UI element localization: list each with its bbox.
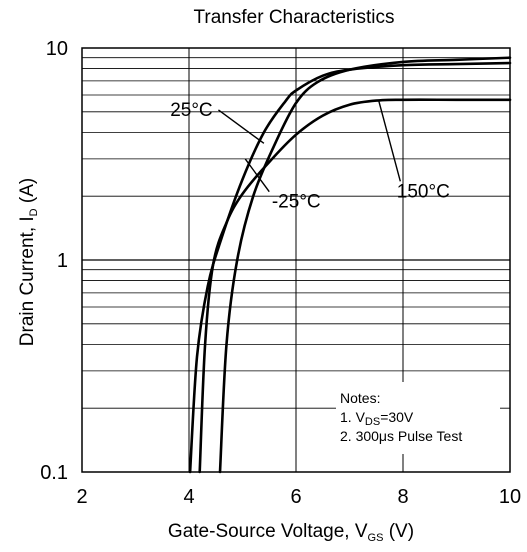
notes-line-1-prefix: 1. V xyxy=(340,409,366,425)
x-tick-labels: 2 4 6 8 10 xyxy=(76,486,521,508)
y-axis-label-unit: (A) xyxy=(17,178,38,209)
x-tick-label: 8 xyxy=(397,486,408,508)
notes-line-1: 1. VDS=30V xyxy=(340,409,414,428)
grid xyxy=(82,48,510,472)
series-lines xyxy=(188,56,512,474)
x-tick-label: 4 xyxy=(183,486,194,508)
x-axis-label-unit: (V) xyxy=(383,521,414,542)
x-tick-label: 6 xyxy=(290,486,301,508)
x-tick-label: 10 xyxy=(499,486,521,508)
annotation-label-150c: 150°C xyxy=(397,181,450,202)
y-tick-labels: 0.1 1 10 xyxy=(40,38,68,484)
notes-box: Notes: 1. VDS=30V 2. 300μs Pulse Test xyxy=(336,382,500,454)
curve-annotations: 25°C -25°C 150°C xyxy=(170,100,450,213)
notes-line-1-sub: DS xyxy=(365,416,380,428)
notes-line-1-rest: =30V xyxy=(380,409,414,425)
plot-frame xyxy=(81,47,511,473)
x-axis-label-main: Gate-Source Voltage, V xyxy=(168,521,368,542)
chart-title: Transfer Characteristics xyxy=(194,7,395,28)
x-axis-label: Gate-Source Voltage, VGS (V) xyxy=(168,521,414,544)
x-axis-label-sub: GS xyxy=(368,532,384,544)
y-axis-label-main: Drain Current, I xyxy=(17,216,38,346)
series-line-minus-25c xyxy=(218,56,512,474)
y-tick-label: 10 xyxy=(46,38,68,60)
y-axis-label: Drain Current, ID (A) xyxy=(17,178,40,346)
series-line-25c xyxy=(188,61,512,474)
annotation-label-minus-25c: -25°C xyxy=(272,192,321,213)
y-axis-label-sub: D xyxy=(28,208,40,216)
notes-header: Notes: xyxy=(340,390,380,406)
y-tick-label: 0.1 xyxy=(40,462,68,484)
notes-line-2: 2. 300μs Pulse Test xyxy=(340,428,462,444)
series-line-150c xyxy=(198,98,512,474)
notes-background xyxy=(336,382,500,454)
annotation-leader-150c xyxy=(378,101,402,182)
annotation-leader-minus-25c xyxy=(244,158,270,193)
y-tick-label: 1 xyxy=(57,250,68,272)
annotation-label-25c: 25°C xyxy=(170,100,212,121)
x-tick-label: 2 xyxy=(76,486,87,508)
annotation-leader-25c xyxy=(218,109,265,144)
